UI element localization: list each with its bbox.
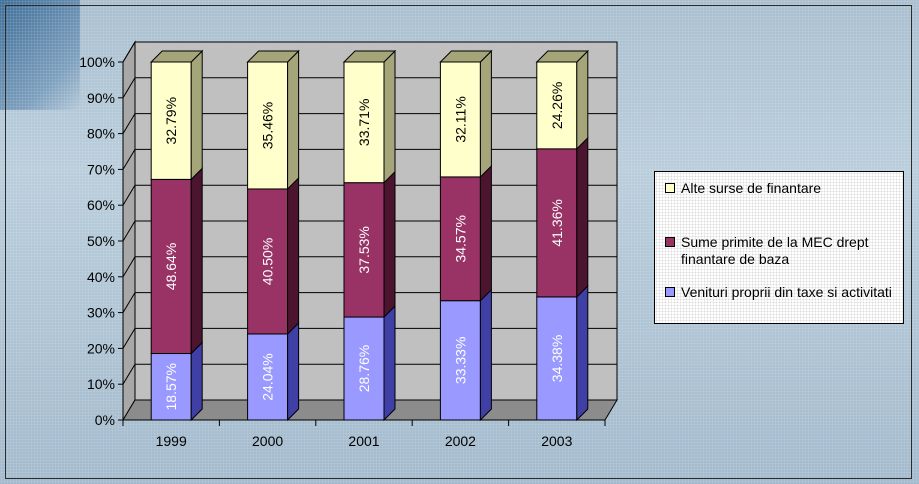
bar-segment: [343, 61, 385, 184]
bar-segment-side: [479, 49, 492, 179]
corner-decoration: [0, 0, 80, 110]
bar-segment-top: [246, 50, 300, 63]
bar-segment-side: [383, 49, 396, 184]
bar-segment-side: [576, 284, 589, 422]
y-tick-label: 60%: [87, 197, 115, 213]
bar-segment-side: [287, 321, 300, 422]
gridline-side: [122, 256, 136, 278]
y-tick-label: 30%: [87, 305, 115, 321]
bar-segment-side: [576, 136, 589, 299]
gridline-side: [122, 292, 136, 313]
bar-segment-side: [287, 176, 300, 336]
y-tick-label: 20%: [87, 340, 115, 356]
legend-swatch-sume-mec: [665, 237, 675, 247]
y-tick-label: 50%: [87, 233, 115, 249]
bar-segment: [536, 61, 578, 150]
x-tick-label: 2002: [445, 433, 476, 449]
bar-segment-top: [535, 50, 590, 63]
gridline-side: [122, 328, 136, 349]
data-label: 32.11%: [452, 96, 468, 142]
y-tick-label: 10%: [87, 376, 115, 392]
bar-segment: [150, 61, 192, 180]
bar-segment-side: [190, 49, 203, 181]
data-label: 28.76%: [356, 345, 372, 392]
bar-segment-side: [576, 49, 589, 151]
gridline-side: [122, 113, 136, 134]
gridline-side: [122, 220, 136, 242]
data-label: 32.79%: [163, 97, 179, 144]
data-label: 34.57%: [452, 215, 468, 262]
data-label: 34.38%: [549, 335, 565, 382]
bar-segment: [247, 333, 289, 421]
legend-label-sume-mec: Sume primite de la MEC drept finantare d…: [681, 234, 869, 267]
y-tick-label: 80%: [87, 126, 115, 142]
bar-segment-side: [190, 167, 203, 355]
legend-item-alte-surse: Alte surse de finantare: [665, 180, 896, 197]
y-tick-label: 0%: [95, 412, 115, 428]
bar-segment: [536, 148, 578, 298]
chart-legend: Alte surse de finantare Sume primite de …: [654, 171, 904, 324]
data-label: 18.57%: [163, 363, 179, 410]
data-label: 41.36%: [549, 199, 565, 246]
data-label: 40.50%: [260, 238, 276, 285]
x-tick-label: 1999: [156, 433, 187, 449]
bar-segment-side: [479, 164, 492, 302]
bar-segment-side: [383, 304, 396, 422]
bar-segment-side: [287, 49, 300, 191]
data-label: 24.04%: [260, 353, 276, 400]
x-tick-label: 2003: [541, 433, 572, 449]
gridline-side: [122, 363, 136, 385]
x-tick-label: 2000: [252, 433, 283, 449]
data-label: 24.26%: [549, 82, 565, 129]
legend-label-alte-surse: Alte surse de finantare: [681, 180, 822, 196]
y-tick-label: 100%: [79, 54, 115, 70]
bar-segment: [343, 182, 385, 318]
bar-segment-top: [439, 50, 493, 63]
x-tick-label: 2001: [348, 433, 379, 449]
gridline-side: [122, 41, 136, 63]
data-label: 37.53%: [356, 226, 372, 273]
slide-frame: [5, 5, 912, 479]
legend-swatch-alte-surse: [665, 183, 675, 193]
y-tick-label: 40%: [87, 269, 115, 285]
bar-segment-side: [479, 288, 492, 422]
legend-swatch-venituri: [665, 287, 675, 297]
bar-segment-side: [190, 341, 203, 422]
legend-label-venituri: Venituri proprii din taxe si activitati: [681, 284, 892, 300]
bar-segment: [150, 353, 192, 421]
bar-segment-top: [149, 50, 204, 63]
data-label: 33.33%: [452, 337, 468, 384]
bar-segment-top: [342, 50, 397, 63]
legend-item-sume-mec: Sume primite de la MEC drept finantare d…: [665, 234, 896, 268]
y-tick-label: 90%: [87, 90, 115, 106]
y-tick-label: 70%: [87, 161, 115, 177]
bar-segment: [536, 296, 578, 421]
data-label: 35.46%: [260, 102, 276, 149]
data-label: 48.64%: [163, 243, 179, 290]
legend-item-venituri: Venituri proprii din taxe si activitati: [665, 284, 896, 301]
gridline-side: [122, 184, 136, 206]
data-label: 33.71%: [356, 99, 372, 146]
bar-segment: [439, 300, 481, 421]
gridline-side: [122, 149, 136, 170]
bar-segment-side: [383, 170, 396, 319]
gridline-side: [122, 77, 136, 99]
bar-segment: [439, 176, 481, 302]
